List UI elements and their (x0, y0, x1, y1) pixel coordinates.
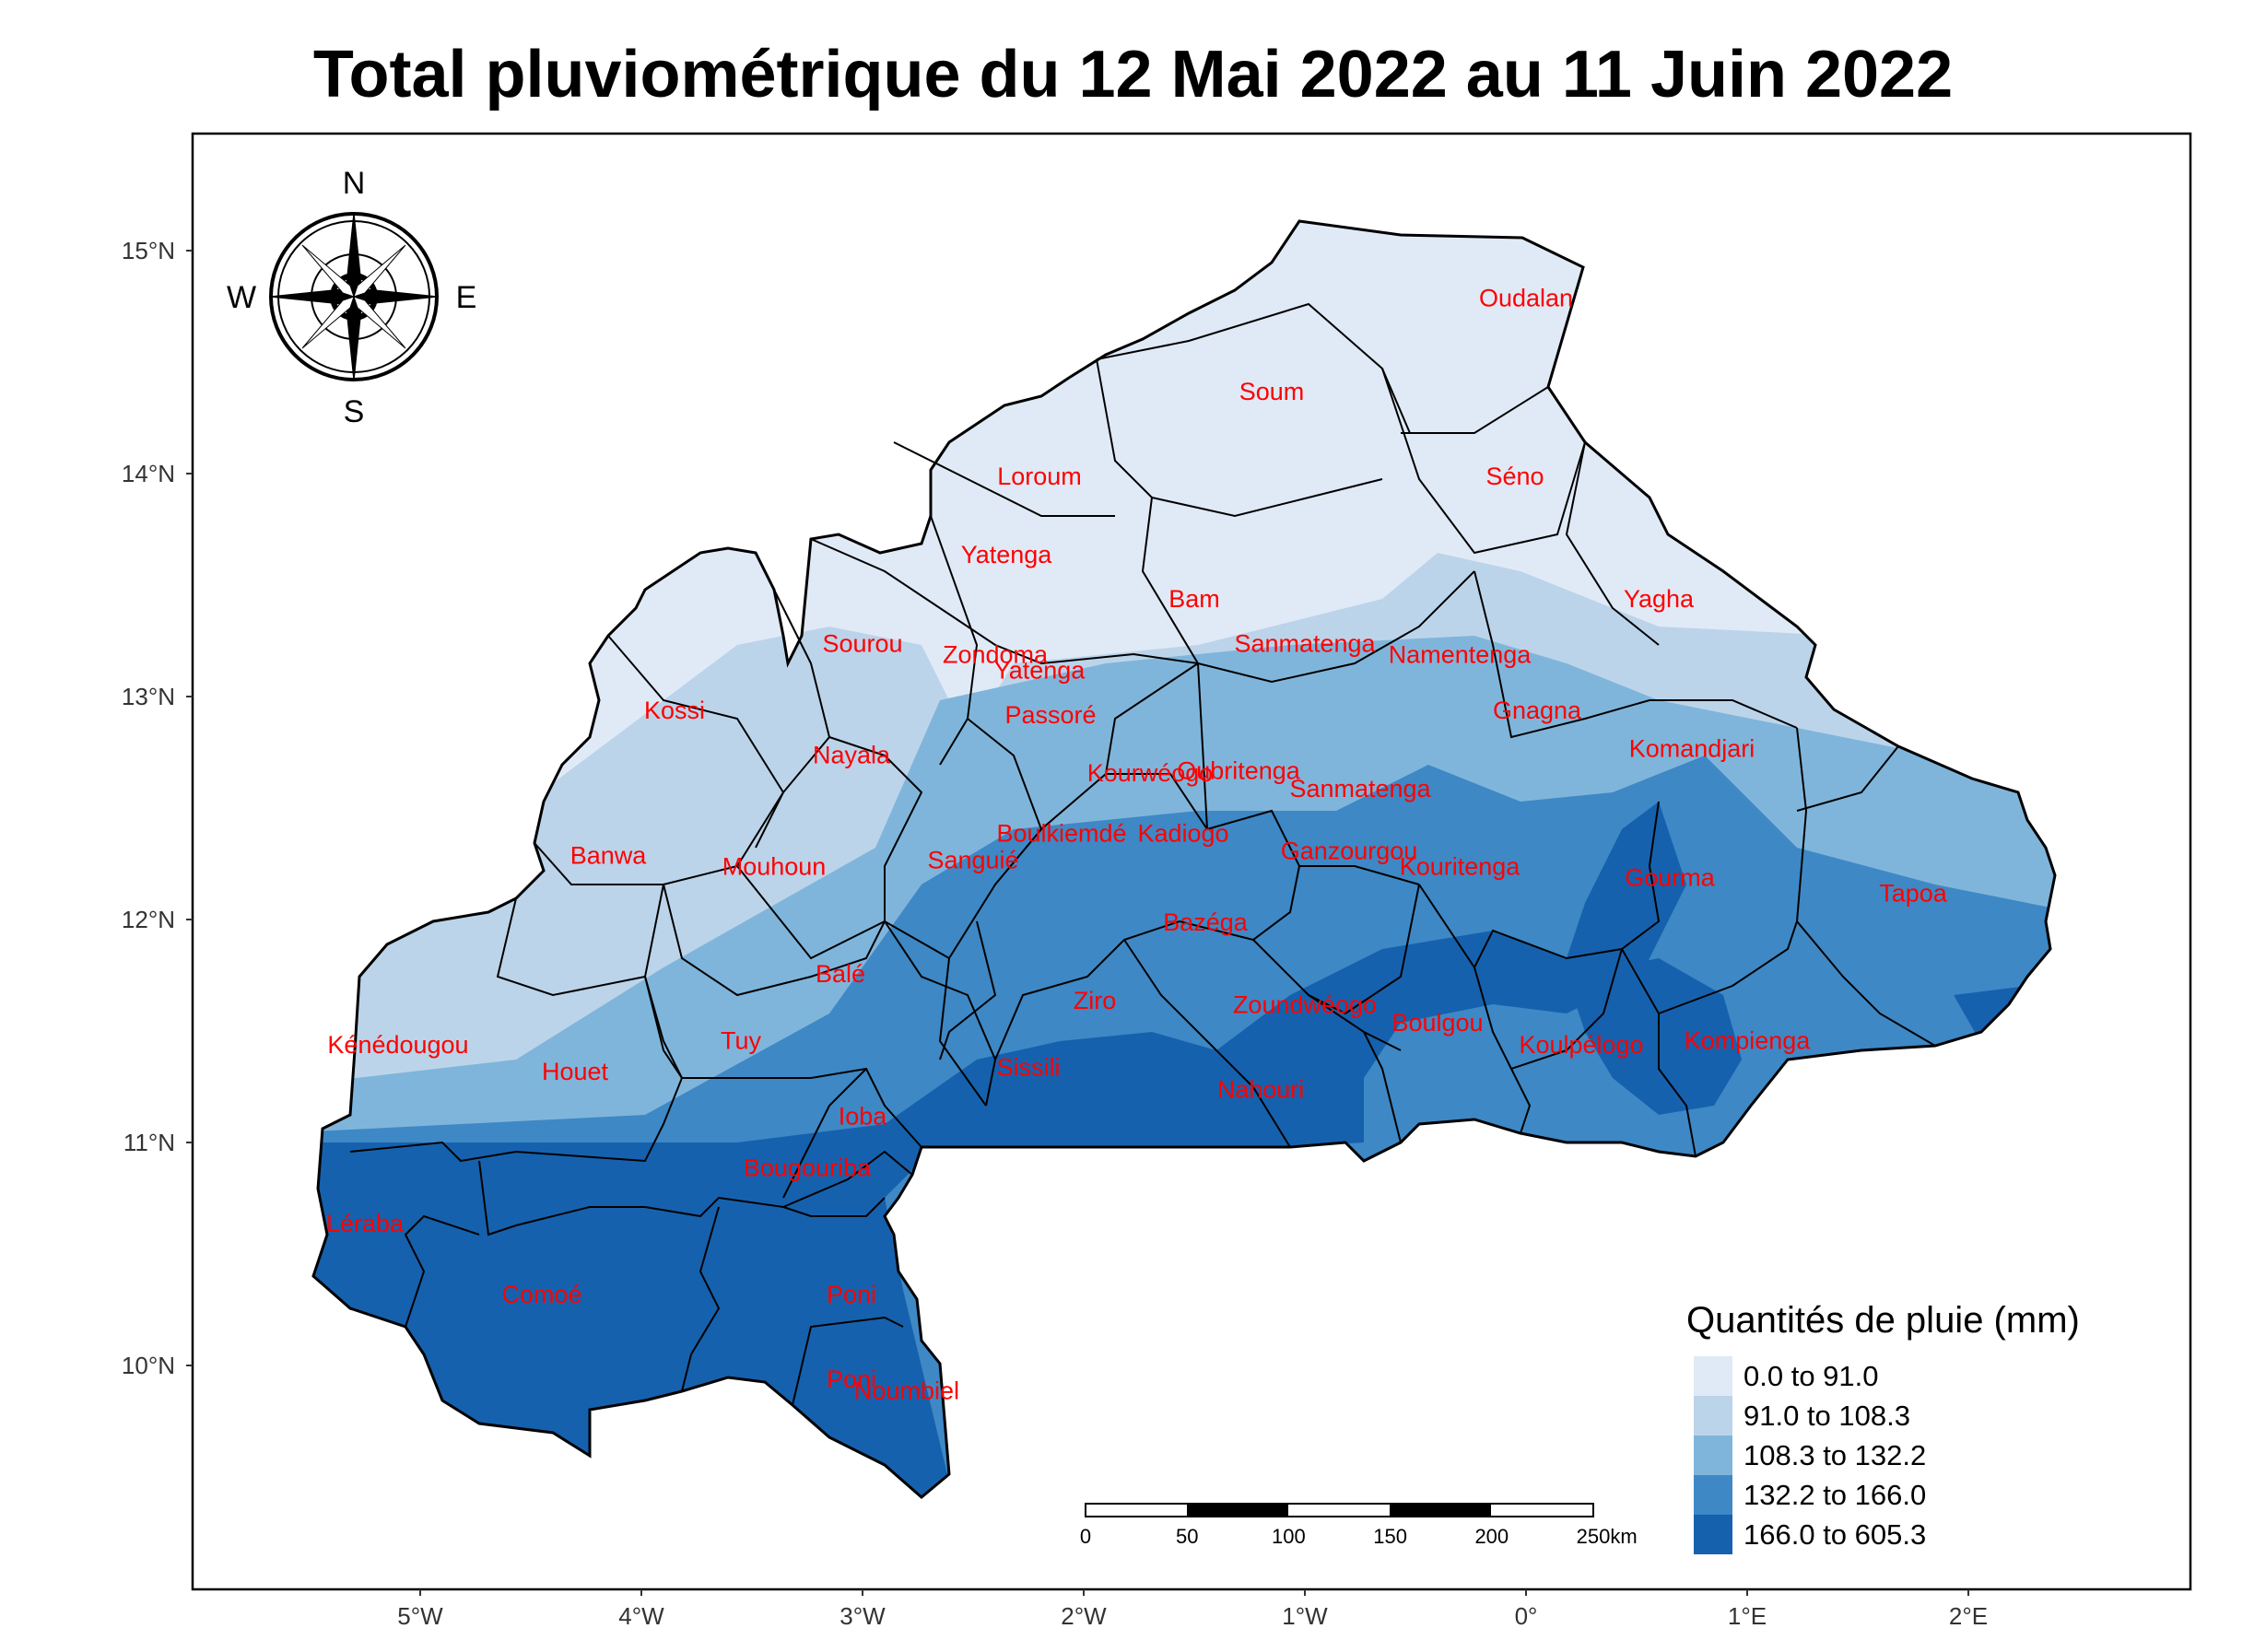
province-label: Yatenga (961, 541, 1053, 568)
province-label: Nahouri (1217, 1076, 1305, 1104)
legend-label: 132.2 to 166.0 (1744, 1479, 1926, 1511)
province-label: Noumbiel (854, 1377, 959, 1404)
province-label: Gourma (1625, 864, 1716, 892)
province-label: Comoé (501, 1281, 581, 1308)
province-label: Boulgou (1391, 1009, 1483, 1037)
legend-swatch (1694, 1396, 1732, 1435)
province-label: Oubritenga (1177, 757, 1301, 785)
legend-swatch (1694, 1435, 1732, 1475)
province-label: Soum (1239, 378, 1305, 405)
province-labels: Oudalan Soum Séno Loroum Yatenga Bam Yagha Sour… (326, 285, 1948, 1405)
province-label: Poni (827, 1365, 876, 1393)
province-label: Balé (816, 960, 865, 988)
scale-bar-label: 0 (1080, 1525, 1091, 1548)
province-label: Tuy (721, 1026, 762, 1054)
province-label: Gnagna (1493, 697, 1582, 724)
province-label: Komandjari (1629, 734, 1755, 762)
legend: Quantités de pluie (mm) 0.0 to 91.0 91.0 … (1686, 1300, 2080, 1554)
province-label: Sissili (996, 1053, 1060, 1081)
province-label: Séno (1485, 463, 1544, 490)
scale-bar-label: 100 (1272, 1525, 1306, 1548)
province-label: Kouritenga (1400, 853, 1521, 881)
compass-rose: N S E W (227, 166, 476, 429)
province-label: Bougouriba (744, 1154, 872, 1181)
compass-south-label: S (344, 394, 365, 429)
lat-tick-label: 15°N (122, 237, 175, 264)
province-label: Namentenga (1389, 641, 1532, 669)
legend-title: Quantités de pluie (mm) (1686, 1300, 2080, 1341)
province-label: Léraba (326, 1210, 405, 1237)
lat-tick-label: 14°N (122, 460, 175, 487)
scale-bar: 0 50 100 150 200 250 km (1080, 1503, 1638, 1548)
province-label: Bam (1168, 585, 1220, 613)
lat-tick-label: 10°N (122, 1352, 175, 1379)
legend-swatch (1694, 1475, 1732, 1515)
lon-tick-label: 3°W (839, 1602, 886, 1630)
lon-tick-label: 2°W (1061, 1602, 1107, 1630)
lat-tick-label: 13°N (122, 683, 175, 710)
province-label: Sanmatenga (1234, 630, 1376, 658)
province-label: Kénédougou (327, 1031, 468, 1059)
province-label: Boulkiemdé (996, 819, 1126, 847)
lon-tick-label: 1°W (1282, 1602, 1328, 1630)
province-label: Houet (542, 1058, 609, 1085)
lat-tick-label: 11°N (123, 1129, 175, 1156)
province-label: Oudalan (1479, 285, 1573, 312)
longitude-axis: 5°W 4°W 3°W 2°W 1°W 0° 1°E 2°E (397, 1589, 1988, 1630)
province-label: Loroum (997, 463, 1082, 490)
legend-label: 91.0 to 108.3 (1744, 1400, 1910, 1432)
lon-tick-label: 4°W (618, 1602, 664, 1630)
province-label: Ganzourgou (1281, 838, 1418, 865)
map-title: Total pluviométrique du 12 Mai 2022 au 1… (312, 38, 1954, 111)
lat-tick-label: 12°N (122, 906, 175, 933)
province-label: Zoundwéogo (1233, 991, 1377, 1019)
scale-bar-unit: km (1610, 1525, 1637, 1548)
compass-east-label: E (456, 280, 477, 315)
province-label: Banwa (570, 842, 648, 870)
province-label: Sourou (822, 630, 902, 658)
province-label: Nayala (813, 742, 891, 769)
lon-tick-label: 1°E (1728, 1602, 1767, 1630)
province-label: Kossi (644, 697, 705, 724)
legend-swatch (1694, 1515, 1732, 1554)
scale-bar-label: 150 (1373, 1525, 1407, 1548)
province-label: Kourwéogo (1087, 759, 1214, 787)
province-label: Ioba (839, 1103, 888, 1131)
lon-tick-label: 2°E (1949, 1602, 1988, 1630)
scale-bar-label: 200 (1474, 1525, 1509, 1548)
legend-label: 108.3 to 132.2 (1744, 1439, 1926, 1471)
province-label: Kadiogo (1137, 819, 1228, 847)
province-label: Sanguié (927, 846, 1018, 873)
province-label: Mouhoun (722, 853, 827, 881)
scale-bar-label: 250 (1577, 1525, 1611, 1548)
province-label: Passoré (1004, 701, 1096, 729)
scale-bar-label: 50 (1176, 1525, 1198, 1548)
province-label: Tapoa (1879, 880, 1948, 908)
lon-tick-label: 5°W (397, 1602, 443, 1630)
lon-tick-label: 0° (1515, 1602, 1538, 1630)
legend-swatch (1694, 1356, 1732, 1396)
compass-north-label: N (343, 166, 366, 201)
province-label: Sanmatenga (1289, 775, 1431, 803)
legend-label: 166.0 to 605.3 (1744, 1518, 1926, 1551)
latitude-axis: 15°N 14°N 13°N 12°N 11°N 10°N (122, 237, 193, 1379)
province-label: Ziro (1074, 987, 1117, 1014)
province-label: Yagha (1624, 585, 1695, 613)
legend-label: 0.0 to 91.0 (1744, 1360, 1879, 1392)
province-label: Yatenga (994, 657, 1086, 685)
compass-west-label: W (227, 280, 256, 315)
province-label: Kompienga (1685, 1026, 1812, 1054)
province-label: Poni (827, 1281, 876, 1308)
province-label: Zondoma (943, 641, 1049, 669)
province-label: Koulpélogo (1519, 1031, 1643, 1059)
province-label: Bazéga (1163, 908, 1249, 936)
